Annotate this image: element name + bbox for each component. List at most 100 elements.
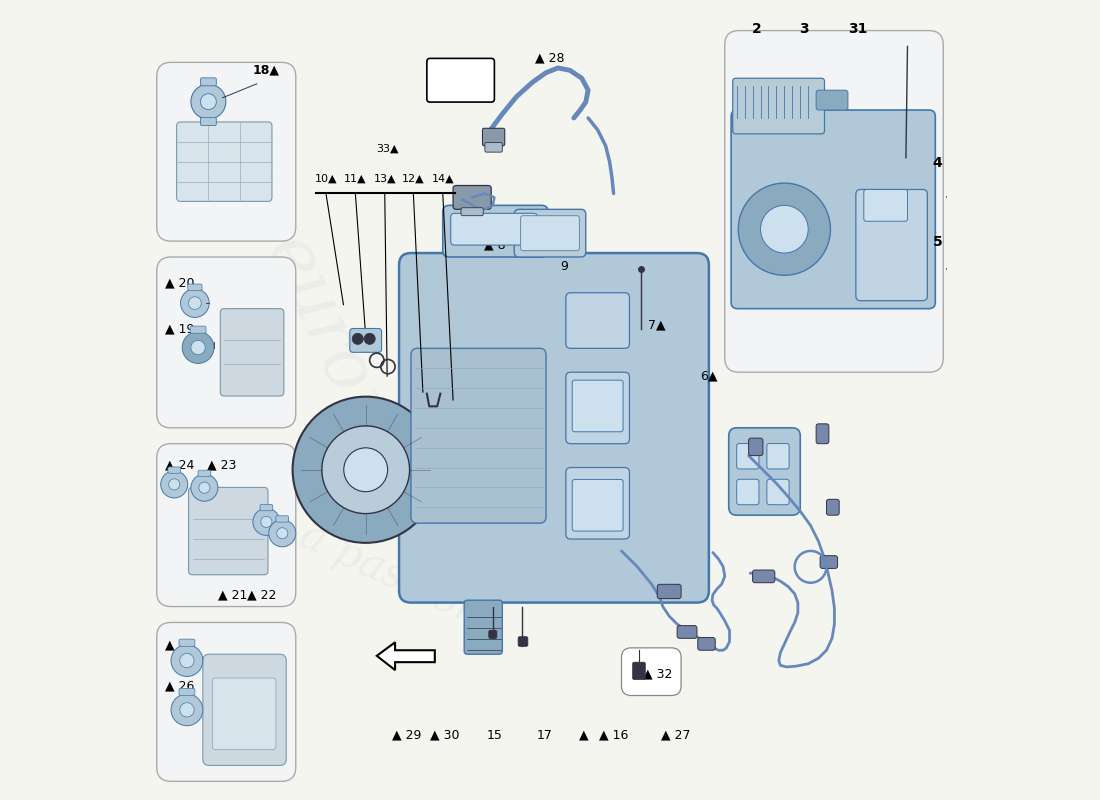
Circle shape xyxy=(268,520,296,546)
Circle shape xyxy=(293,397,439,543)
Text: 14▲: 14▲ xyxy=(431,174,454,184)
FancyBboxPatch shape xyxy=(177,122,272,202)
FancyBboxPatch shape xyxy=(157,444,296,606)
FancyBboxPatch shape xyxy=(515,210,586,257)
FancyBboxPatch shape xyxy=(678,626,697,638)
FancyBboxPatch shape xyxy=(188,487,268,574)
Text: 6▲: 6▲ xyxy=(700,370,717,382)
FancyBboxPatch shape xyxy=(697,638,715,650)
Text: ▲ 8: ▲ 8 xyxy=(484,238,505,251)
FancyBboxPatch shape xyxy=(188,284,202,290)
FancyBboxPatch shape xyxy=(518,637,528,646)
Circle shape xyxy=(738,183,830,275)
Text: 33▲: 33▲ xyxy=(376,144,398,154)
Circle shape xyxy=(253,508,279,535)
FancyBboxPatch shape xyxy=(749,438,763,456)
Text: 10▲: 10▲ xyxy=(315,174,338,184)
Polygon shape xyxy=(377,642,434,670)
FancyBboxPatch shape xyxy=(856,190,927,301)
FancyBboxPatch shape xyxy=(816,90,848,110)
Text: 17: 17 xyxy=(537,729,552,742)
FancyBboxPatch shape xyxy=(202,654,286,766)
Text: 5: 5 xyxy=(933,235,943,249)
FancyBboxPatch shape xyxy=(276,516,288,522)
Text: 12▲: 12▲ xyxy=(402,174,425,184)
Text: 3: 3 xyxy=(800,22,808,36)
Circle shape xyxy=(322,426,409,514)
Circle shape xyxy=(352,334,363,344)
Circle shape xyxy=(191,340,206,354)
FancyBboxPatch shape xyxy=(658,584,681,598)
FancyBboxPatch shape xyxy=(737,443,759,469)
FancyBboxPatch shape xyxy=(179,688,195,695)
FancyBboxPatch shape xyxy=(728,428,801,515)
FancyBboxPatch shape xyxy=(451,214,538,245)
Text: ▲ 23: ▲ 23 xyxy=(207,458,236,472)
FancyBboxPatch shape xyxy=(200,118,217,126)
Text: 7▲: 7▲ xyxy=(648,318,667,331)
Circle shape xyxy=(200,94,217,110)
FancyBboxPatch shape xyxy=(826,499,839,515)
Text: 9: 9 xyxy=(560,260,569,273)
FancyBboxPatch shape xyxy=(821,556,837,569)
FancyBboxPatch shape xyxy=(572,479,623,531)
Text: 15: 15 xyxy=(486,729,503,742)
Circle shape xyxy=(261,516,272,527)
FancyBboxPatch shape xyxy=(453,186,492,210)
Circle shape xyxy=(179,654,194,668)
FancyBboxPatch shape xyxy=(621,648,681,695)
FancyBboxPatch shape xyxy=(198,470,211,477)
Text: ▲ 25: ▲ 25 xyxy=(165,638,195,651)
FancyBboxPatch shape xyxy=(864,190,907,222)
FancyBboxPatch shape xyxy=(427,58,494,102)
Circle shape xyxy=(364,334,375,344)
FancyBboxPatch shape xyxy=(461,208,483,216)
Text: ▲ 22: ▲ 22 xyxy=(246,588,276,601)
FancyBboxPatch shape xyxy=(168,467,180,474)
Circle shape xyxy=(191,84,225,119)
Circle shape xyxy=(161,471,188,498)
Text: 13▲: 13▲ xyxy=(374,174,396,184)
Circle shape xyxy=(180,289,209,318)
Circle shape xyxy=(172,645,202,677)
FancyBboxPatch shape xyxy=(179,639,195,646)
FancyBboxPatch shape xyxy=(157,257,296,428)
Circle shape xyxy=(172,694,202,726)
Text: ▲ = 1: ▲ = 1 xyxy=(440,74,482,87)
Circle shape xyxy=(168,479,179,490)
Text: ▲ 30: ▲ 30 xyxy=(430,729,460,742)
FancyBboxPatch shape xyxy=(565,467,629,539)
FancyBboxPatch shape xyxy=(464,600,503,654)
Circle shape xyxy=(760,206,808,253)
FancyBboxPatch shape xyxy=(485,142,503,152)
Text: 18▲: 18▲ xyxy=(252,64,279,77)
FancyBboxPatch shape xyxy=(212,678,276,750)
Circle shape xyxy=(191,474,218,501)
FancyBboxPatch shape xyxy=(399,253,708,602)
FancyBboxPatch shape xyxy=(732,110,935,309)
Text: 11▲: 11▲ xyxy=(344,174,366,184)
FancyBboxPatch shape xyxy=(220,309,284,396)
FancyBboxPatch shape xyxy=(816,424,829,444)
Text: ▲ 21: ▲ 21 xyxy=(218,588,248,601)
FancyBboxPatch shape xyxy=(157,62,296,241)
Circle shape xyxy=(183,332,215,363)
FancyBboxPatch shape xyxy=(733,78,825,134)
FancyBboxPatch shape xyxy=(520,216,580,250)
FancyBboxPatch shape xyxy=(767,443,789,469)
FancyBboxPatch shape xyxy=(632,662,646,680)
Text: a passion: a passion xyxy=(293,514,490,635)
FancyBboxPatch shape xyxy=(572,380,623,432)
FancyBboxPatch shape xyxy=(260,504,273,510)
FancyBboxPatch shape xyxy=(157,622,296,782)
Text: ▲ 28: ▲ 28 xyxy=(536,52,564,65)
Text: ▲ 24: ▲ 24 xyxy=(165,458,194,472)
Text: 31: 31 xyxy=(848,22,868,36)
FancyBboxPatch shape xyxy=(725,30,944,372)
FancyBboxPatch shape xyxy=(565,293,629,348)
Text: ▲: ▲ xyxy=(580,729,588,742)
FancyBboxPatch shape xyxy=(411,348,546,523)
Circle shape xyxy=(344,448,387,492)
FancyBboxPatch shape xyxy=(488,630,497,638)
Text: ▲ 20: ▲ 20 xyxy=(165,276,195,289)
